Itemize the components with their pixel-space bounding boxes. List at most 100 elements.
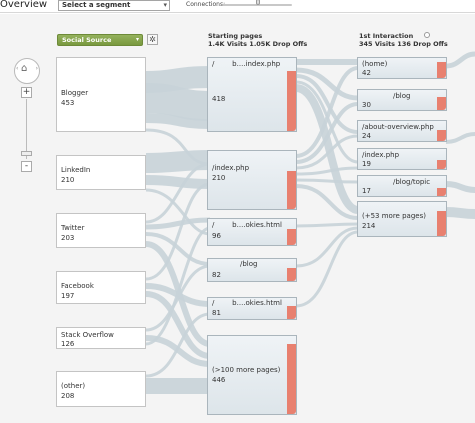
source-label: Twitter — [61, 224, 85, 232]
starting-page-node[interactable]: / b....index.php 418 — [207, 57, 297, 132]
interaction-page-node[interactable]: /blog/topic 17 — [357, 175, 447, 197]
source-value: 203 — [61, 234, 75, 242]
zoom-out-button[interactable]: - — [21, 161, 32, 172]
flow-link — [295, 74, 359, 134]
source-node-other[interactable]: (other) 208 — [56, 371, 146, 407]
flow-link — [445, 51, 475, 69]
starting-pages-header: Starting pages 1.4K Visits 1.05K Drop Of… — [208, 32, 307, 48]
flow-link — [145, 232, 211, 266]
flow-link — [295, 166, 359, 176]
chevron-right-icon[interactable]: › — [35, 65, 38, 72]
page-value: 81 — [212, 309, 221, 317]
flow-link — [445, 207, 475, 219]
source-value: 126 — [61, 340, 75, 348]
source-label: Blogger — [61, 89, 89, 97]
page-label: /index.php — [362, 151, 400, 159]
drop-off-bar[interactable] — [437, 97, 446, 110]
interaction-page-node[interactable]: /blog 30 — [357, 89, 447, 111]
drop-off-bar[interactable] — [287, 229, 296, 245]
flow-link — [445, 132, 475, 144]
page-value: 82 — [212, 271, 221, 279]
starting-page-node[interactable]: / b....okies.html 81 — [207, 297, 297, 320]
chevron-left-icon[interactable]: ‹ — [16, 65, 19, 72]
page-label: (+53 more pages) — [362, 212, 426, 220]
dimension-select-value: Social Source — [62, 36, 112, 44]
flow-link — [145, 66, 211, 93]
drop-off-bar[interactable] — [287, 171, 296, 209]
segment-select[interactable]: Select a segment ▾ — [58, 0, 170, 11]
starting-page-node[interactable]: /blog 82 — [207, 258, 297, 282]
flow-link — [295, 178, 359, 184]
flow-link — [145, 150, 211, 173]
zoom-slider-handle[interactable] — [21, 151, 32, 156]
page-value: 17 — [362, 187, 371, 195]
interaction-page-node[interactable]: /about-overview.php 24 — [357, 120, 447, 142]
top-bar: Overview Select a segment ▾ Connections: — [0, 0, 475, 13]
source-value: 210 — [61, 176, 75, 184]
starting-page-node[interactable]: (>100 more pages) 446 — [207, 335, 297, 415]
page-value: 19 — [362, 160, 371, 168]
drop-off-bar[interactable] — [287, 306, 296, 319]
connections-slider-track[interactable] — [222, 4, 292, 6]
flow-link — [295, 230, 359, 308]
flow-link — [295, 134, 359, 170]
drop-off-bar[interactable] — [437, 188, 446, 196]
drop-off-bar[interactable] — [437, 211, 446, 236]
column-summary: 1.4K Visits 1.05K Drop Offs — [208, 40, 308, 48]
dimension-select[interactable]: Social Source ▾ — [57, 34, 143, 46]
flow-link — [145, 217, 211, 230]
source-label: Stack Overflow — [61, 331, 114, 339]
flow-link — [445, 181, 475, 193]
page-value: 418 — [212, 95, 226, 103]
column-summary: 345 Visits 136 Drop Offs — [359, 40, 448, 48]
drop-off-bar[interactable] — [437, 62, 446, 78]
page-label: /blog/topic — [393, 178, 431, 186]
page-label: /blog — [393, 92, 411, 100]
source-node-twitter[interactable]: Twitter 203 — [56, 213, 146, 248]
zoom-in-button[interactable]: + — [21, 87, 32, 98]
flow-link — [145, 264, 211, 332]
source-node-blogger[interactable]: Blogger 453 — [56, 57, 146, 132]
source-node-stack-overflow[interactable]: Stack Overflow 126 — [56, 327, 146, 349]
flow-link — [295, 102, 359, 164]
home-icon[interactable]: ⌂ — [21, 63, 28, 74]
source-node-facebook[interactable]: Facebook 197 — [56, 271, 146, 304]
pan-control[interactable]: ‹ ⌂ › — [14, 58, 40, 84]
chevron-down-icon: ▾ — [163, 1, 167, 9]
gear-icon[interactable]: ✲ — [147, 34, 158, 45]
page-label: / b....okies.html — [212, 299, 282, 307]
drop-off-bar[interactable] — [287, 71, 296, 131]
starting-page-node[interactable]: /index.php 210 — [207, 150, 297, 210]
info-icon[interactable] — [424, 32, 430, 38]
source-node-linkedin[interactable]: LinkedIn 210 — [56, 155, 146, 190]
page-value: 96 — [212, 232, 221, 240]
interaction-page-node[interactable]: (+53 more pages) 214 — [357, 201, 447, 237]
drop-off-bar[interactable] — [287, 344, 296, 414]
interaction-page-node[interactable]: (home) 42 — [357, 57, 447, 79]
flow-connections — [145, 51, 475, 394]
page-label: (>100 more pages) — [212, 366, 281, 374]
flow-link — [145, 113, 211, 129]
page-label: (home) — [362, 60, 388, 68]
interaction-page-node[interactable]: /index.php 19 — [357, 148, 447, 170]
source-value: 453 — [61, 99, 75, 107]
starting-page-node[interactable]: / b....okies.html 96 — [207, 218, 297, 246]
source-label: (other) — [61, 382, 86, 390]
flow-link — [295, 67, 359, 101]
flow-link — [145, 226, 211, 346]
drop-off-bar[interactable] — [287, 268, 296, 281]
page-value: 42 — [362, 69, 371, 77]
connections-slider-handle[interactable] — [256, 0, 260, 5]
column-title: 1st Interaction — [359, 32, 414, 40]
zoom-slider-track[interactable] — [26, 99, 27, 159]
page-label: /about-overview.php — [362, 123, 434, 131]
drop-off-bar[interactable] — [437, 160, 446, 169]
page-label: / b....okies.html — [212, 221, 282, 229]
page-value: 210 — [212, 174, 226, 182]
segment-select-value: Select a segment — [62, 1, 131, 9]
page-value: 446 — [212, 376, 226, 384]
flow-canvas[interactable]: Social Source ▾ ✲ ‹ ⌂ › + - Starting pag… — [0, 14, 475, 423]
flow-link — [145, 83, 211, 121]
flow-link — [295, 222, 359, 228]
drop-off-bar[interactable] — [437, 130, 446, 141]
